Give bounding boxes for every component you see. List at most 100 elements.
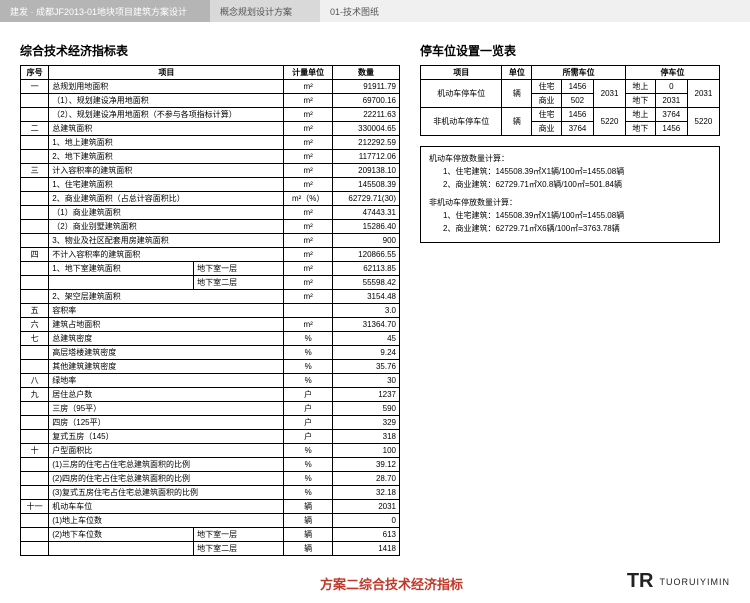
cell-item: 总建筑面积 (49, 122, 284, 136)
calc-title-2: 非机动车停放数量计算： (429, 197, 711, 210)
calc-box: 机动车停放数量计算： 1、住宅建筑：145508.39㎡X1辆/100㎡=145… (420, 146, 720, 243)
cell-unit: m² (284, 164, 332, 178)
cell-item: 1、住宅建筑面积 (49, 178, 284, 192)
header-seg-1: 建发 · 成都JF2013-01地块项目建筑方案设计 (0, 0, 210, 22)
cell-qty: 47443.31 (332, 206, 399, 220)
cell-item: 其他建筑建筑密度 (49, 360, 284, 374)
cell-item: 容积率 (49, 304, 284, 318)
cell-seq (21, 458, 49, 472)
cell-item: 机动车车位 (49, 500, 284, 514)
cell-item: (3)复式五房住宅占住宅总建筑面积的比例 (49, 486, 284, 500)
cell-qty: 32.18 (332, 486, 399, 500)
cell-seq (21, 416, 49, 430)
cell-item: 总建筑密度 (49, 332, 284, 346)
cell-qty: 28.70 (332, 472, 399, 486)
cell-unit: % (284, 486, 332, 500)
cell-qty: 1418 (332, 542, 399, 556)
cell-seq: 三 (21, 164, 49, 178)
main-indicator-table: 序号 项目 计量单位 数量 一总规划用地面积m²91911.79（1）、规划建设… (20, 65, 400, 556)
logo: TR TUORUIYIMIN (627, 570, 730, 593)
cell-item: 户型面积比 (49, 444, 284, 458)
cell-qty: 3.0 (332, 304, 399, 318)
cell-unit: m² (284, 276, 332, 290)
cell-item: 2、地下建筑面积 (49, 150, 284, 164)
pt-c: 502 (561, 94, 593, 108)
cell-qty: 2031 (332, 500, 399, 514)
cell-unit: m² (284, 80, 332, 94)
cell-item: （1）、规划建设净用地面积 (49, 94, 284, 108)
cell-unit: m² (284, 150, 332, 164)
cell-item: 3、物业及社区配套用房建筑面积 (49, 234, 284, 248)
cell-qty: 91911.79 (332, 80, 399, 94)
cell-seq (21, 542, 49, 556)
cell-seq (21, 108, 49, 122)
calc-line-4: 2、商业建筑：62729.71㎡X6辆/100㎡=3763.78辆 (429, 223, 711, 236)
footer-title: 方案二综合技术经济指标 (320, 574, 463, 593)
cell-unit: m² (284, 248, 332, 262)
pt-unit: 辆 (502, 80, 532, 108)
calc-title-1: 机动车停放数量计算： (429, 153, 711, 166)
left-table-title: 综合技术经济指标表 (20, 42, 400, 59)
cell-item (49, 276, 194, 290)
cell-item: 不计入容积率的建筑面积 (49, 248, 284, 262)
cell-unit: 户 (284, 388, 332, 402)
cell-qty: 0 (332, 514, 399, 528)
header-seg-2: 概念规划设计方案 (210, 0, 320, 22)
pt-c: 1456 (655, 122, 687, 136)
th-seq: 序号 (21, 66, 49, 80)
cell-unit: m² (284, 108, 332, 122)
calc-line-3: 1、住宅建筑：145508.39㎡X1辆/100㎡=1455.08辆 (429, 210, 711, 223)
cell-qty: 45 (332, 332, 399, 346)
cell-qty: 31364.70 (332, 318, 399, 332)
header-bar: 建发 · 成都JF2013-01地块项目建筑方案设计 概念规划设计方案 01-技… (0, 0, 750, 22)
cell-seq (21, 360, 49, 374)
cell-seq (21, 486, 49, 500)
cell-sub: 地下室二层 (194, 276, 284, 290)
cell-qty: 15286.40 (332, 220, 399, 234)
page-body: 综合技术经济指标表 序号 项目 计量单位 数量 一总规划用地面积m²91911.… (0, 22, 750, 566)
cell-unit: m² (284, 262, 332, 276)
header-seg-3: 01-技术图纸 (320, 0, 750, 22)
cell-seq (21, 220, 49, 234)
pt-c: 商业 (532, 94, 562, 108)
cell-seq: 七 (21, 332, 49, 346)
right-column: 停车位设置一览表 项目 单位 所需车位 停车位 机动车停车位辆住宅1456203… (420, 42, 720, 556)
cell-unit: m² (284, 136, 332, 150)
cell-qty: 329 (332, 416, 399, 430)
cell-qty: 35.76 (332, 360, 399, 374)
cell-seq (21, 136, 49, 150)
cell-item: 绿地率 (49, 374, 284, 388)
cell-seq (21, 276, 49, 290)
cell-seq: 十 (21, 444, 49, 458)
cell-unit: m² (284, 220, 332, 234)
cell-seq: 二 (21, 122, 49, 136)
cell-seq: 六 (21, 318, 49, 332)
cell-qty: 1237 (332, 388, 399, 402)
cell-qty: 100 (332, 444, 399, 458)
pt-sum: 5220 (687, 108, 719, 136)
cell-qty: 62113.85 (332, 262, 399, 276)
footer: 方案二综合技术经济指标 TR TUORUIYIMIN (0, 566, 750, 603)
cell-unit: 辆 (284, 528, 332, 542)
cell-qty: 145508.39 (332, 178, 399, 192)
cell-unit: m² (284, 234, 332, 248)
pt-c: 地下 (626, 94, 656, 108)
pt-c: 0 (655, 80, 687, 94)
cell-unit: m²（%） (284, 192, 332, 206)
cell-item: 三房（95平） (49, 402, 284, 416)
cell-seq: 十一 (21, 500, 49, 514)
cell-seq: 九 (21, 388, 49, 402)
pt-proj: 项目 (421, 66, 502, 80)
cell-unit: 户 (284, 430, 332, 444)
right-table-title: 停车位设置一览表 (420, 42, 720, 59)
cell-seq: 五 (21, 304, 49, 318)
cell-qty: 3154.48 (332, 290, 399, 304)
cell-unit: m² (284, 94, 332, 108)
th-item: 项目 (49, 66, 284, 80)
cell-item: 总规划用地面积 (49, 80, 284, 94)
pt-park: 停车位 (626, 66, 720, 80)
cell-seq (21, 94, 49, 108)
cell-unit: m² (284, 206, 332, 220)
cell-qty: 590 (332, 402, 399, 416)
pt-c: 1456 (561, 80, 593, 94)
